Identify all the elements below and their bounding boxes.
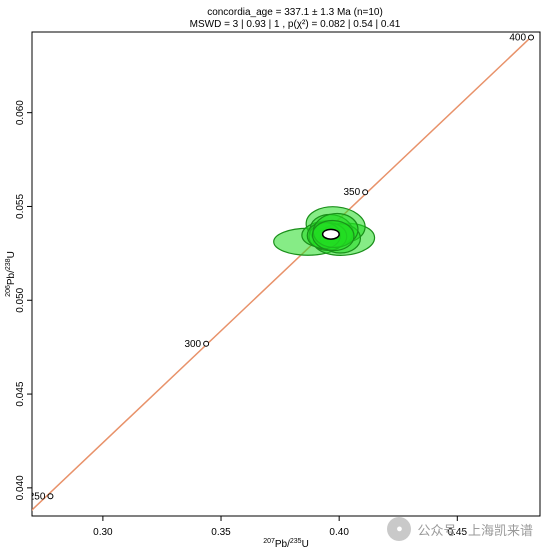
concordia-curve	[32, 37, 532, 511]
age-marker-350	[362, 189, 369, 196]
y-tick-label-0.060: 0.060	[15, 100, 26, 125]
x-tick-label-0.30: 0.30	[93, 527, 113, 538]
age-marker-400	[528, 34, 535, 41]
watermark-text: 公众号 · 上海凯来谱	[417, 522, 533, 538]
x-tick-label-0.35: 0.35	[211, 527, 231, 538]
wechat-icon: ●	[387, 517, 412, 541]
y-tick-label-0.055: 0.055	[15, 194, 26, 219]
x-axis-label: 207Pb/235U	[263, 538, 309, 550]
age-label-300: 300	[184, 339, 201, 350]
chart-title: concordia_age = 337.1 ± 1.3 Ma (n=10)	[207, 7, 383, 18]
x-tick-label-0.40: 0.40	[329, 527, 349, 538]
age-label-250: 250	[29, 491, 46, 502]
y-tick-label-0.040: 0.040	[15, 475, 26, 500]
concordia-age-ellipse	[321, 228, 340, 240]
age-marker-layer: 250 300 350 400	[29, 32, 535, 502]
age-marker-250	[47, 493, 54, 500]
age-label-400: 400	[509, 32, 526, 43]
plot-frame	[31, 31, 541, 517]
x-tick-label-0.45: 0.45	[448, 527, 468, 538]
y-axis-label: 206Pb/238U	[5, 251, 17, 297]
age-marker-300	[203, 340, 210, 347]
y-tick-label-0.050: 0.050	[15, 287, 26, 312]
axes-layer: 0.30 0.35 0.40 0.45 0.040 0.045 0.050 0.055 0.06…	[15, 100, 467, 538]
chart-subtitle: MSWD = 3 | 0.93 | 1 , p(χ²) = 0.082 | 0.…	[190, 19, 401, 30]
y-tick-label-0.045: 0.045	[15, 381, 26, 406]
age-label-350: 350	[343, 187, 360, 198]
plot-area: 250 300 350 400	[29, 32, 535, 511]
ellipse-layer	[273, 206, 376, 256]
watermark: ● 公众号 · 上海凯来谱	[387, 517, 533, 541]
concordia-curve-layer	[32, 37, 532, 511]
